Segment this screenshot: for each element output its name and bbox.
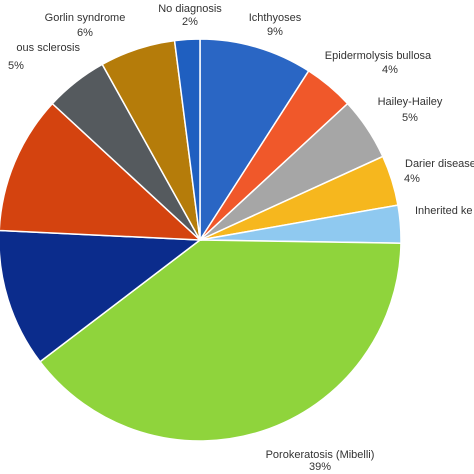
slice-label: ous sclerosis: [16, 42, 80, 54]
pie-slice: [199, 38, 310, 243]
slice-label: Hailey-Hailey: [378, 96, 443, 108]
pie-slice: [0, 229, 203, 363]
pie-slice: [0, 102, 203, 241]
value-label: 2%: [182, 16, 198, 28]
slice-label: Darier disease: [405, 158, 474, 170]
slice-label: Gorlin syndrome: [45, 12, 126, 24]
slice-label: Inherited ke: [415, 205, 472, 217]
pie-slice: [39, 239, 402, 442]
value-label: 5%: [8, 60, 24, 72]
slice-label: Epidermolysis bullosa: [325, 50, 432, 62]
value-label: 4%: [404, 173, 420, 185]
value-label: 5%: [402, 112, 418, 124]
slice-label: Ichthyoses: [249, 12, 302, 24]
value-label: 39%: [309, 461, 331, 473]
value-label: 9%: [267, 26, 283, 38]
pie-slice: [173, 38, 201, 241]
value-label: 6%: [77, 27, 93, 39]
slice-label: No diagnosis: [158, 3, 222, 15]
value-label: 4%: [382, 64, 398, 76]
slice-label: Porokeratosis (Mibelli): [266, 449, 375, 461]
